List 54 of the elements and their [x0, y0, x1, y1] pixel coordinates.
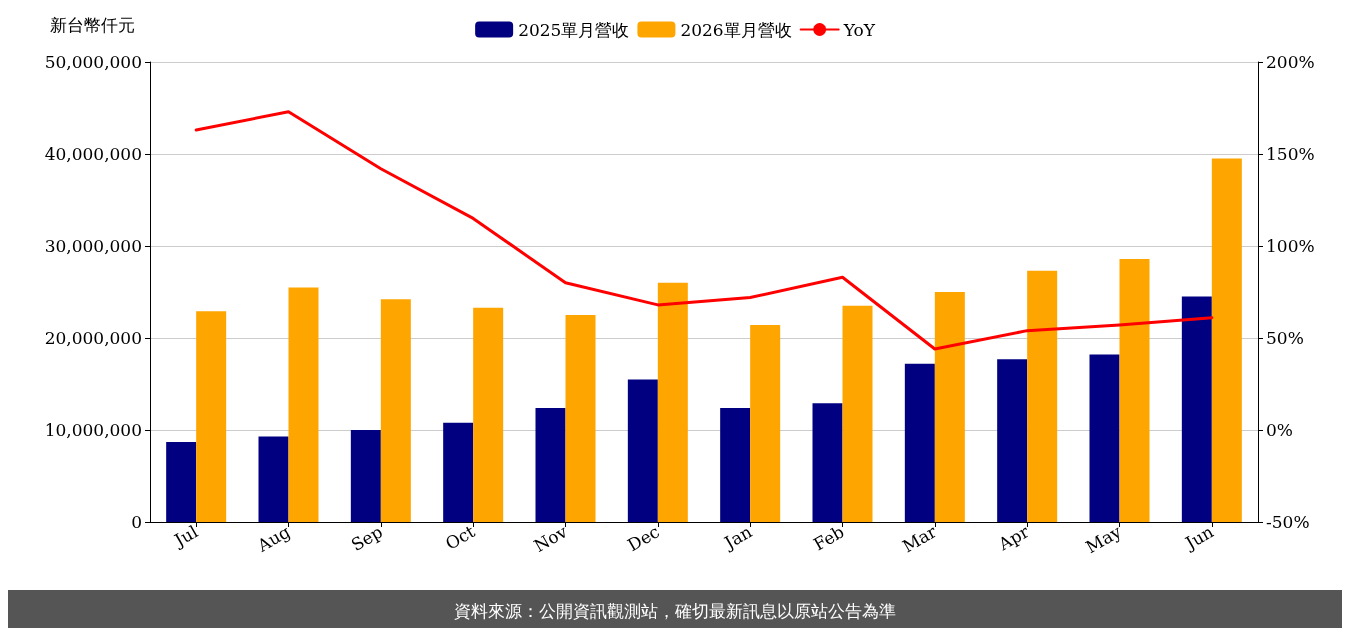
- x-tick-label: Nov: [530, 521, 571, 556]
- x-tick-label: Jun: [1180, 521, 1217, 554]
- y2-tick-label: 200%: [1266, 52, 1315, 72]
- bar: [934, 292, 965, 522]
- bar: [997, 359, 1028, 522]
- y2-tick-label: 0%: [1266, 420, 1293, 440]
- x-tick-label: Oct: [441, 521, 479, 554]
- bar: [904, 363, 935, 522]
- bar: [166, 441, 197, 522]
- bar: [443, 422, 474, 522]
- y-tick-label: 30,000,000: [44, 236, 142, 256]
- bar: [535, 407, 566, 522]
- x-tick-label: Jan: [719, 521, 756, 554]
- source-note: 資料來源：公開資訊觀測站，確切最新訊息以原站公告為準: [454, 600, 896, 621]
- bar: [720, 407, 751, 522]
- x-tick-label: Dec: [624, 521, 663, 556]
- bar: [258, 436, 289, 522]
- x-tick-label: Aug: [253, 521, 294, 557]
- bar: [288, 287, 319, 522]
- bar: [1181, 296, 1212, 522]
- y2-tick-label: -50%: [1266, 512, 1310, 532]
- bar: [657, 282, 688, 522]
- y2-tick-label: 150%: [1266, 144, 1315, 164]
- bar: [1089, 354, 1120, 522]
- y-tick-label: 0: [131, 512, 142, 532]
- y-tick-label: 10,000,000: [44, 420, 142, 440]
- bar: [627, 379, 658, 522]
- x-tick-label: Feb: [809, 521, 848, 555]
- x-tick-label: Sep: [347, 521, 386, 555]
- y-tick-label: 20,000,000: [44, 328, 142, 348]
- bar: [812, 403, 843, 522]
- y2-tick-label: 50%: [1266, 328, 1304, 348]
- y-axis-title: 新台幣仟元: [50, 14, 135, 35]
- x-tick-label: Jul: [169, 521, 202, 552]
- legend-label: 2025單月營收: [518, 19, 630, 40]
- bar: [350, 430, 381, 522]
- bar: [1027, 270, 1058, 522]
- bar: [1119, 258, 1150, 522]
- x-tick-label: Mar: [898, 520, 941, 557]
- y2-tick-label: 100%: [1266, 236, 1315, 256]
- bar: [842, 305, 873, 522]
- bar: [196, 311, 227, 522]
- bar: [1211, 158, 1242, 522]
- bar: [380, 299, 411, 522]
- bar: [473, 307, 504, 522]
- y-tick-label: 40,000,000: [44, 144, 142, 164]
- bar: [750, 325, 781, 522]
- legend-label: 2026單月營收: [680, 19, 792, 40]
- y-tick-label: 50,000,000: [44, 52, 142, 72]
- bar: [565, 315, 596, 522]
- line-series: [194, 110, 1214, 351]
- x-tick-label: May: [1082, 521, 1125, 558]
- legend-label: YoY: [842, 19, 876, 40]
- x-tick-label: Apr: [994, 520, 1033, 555]
